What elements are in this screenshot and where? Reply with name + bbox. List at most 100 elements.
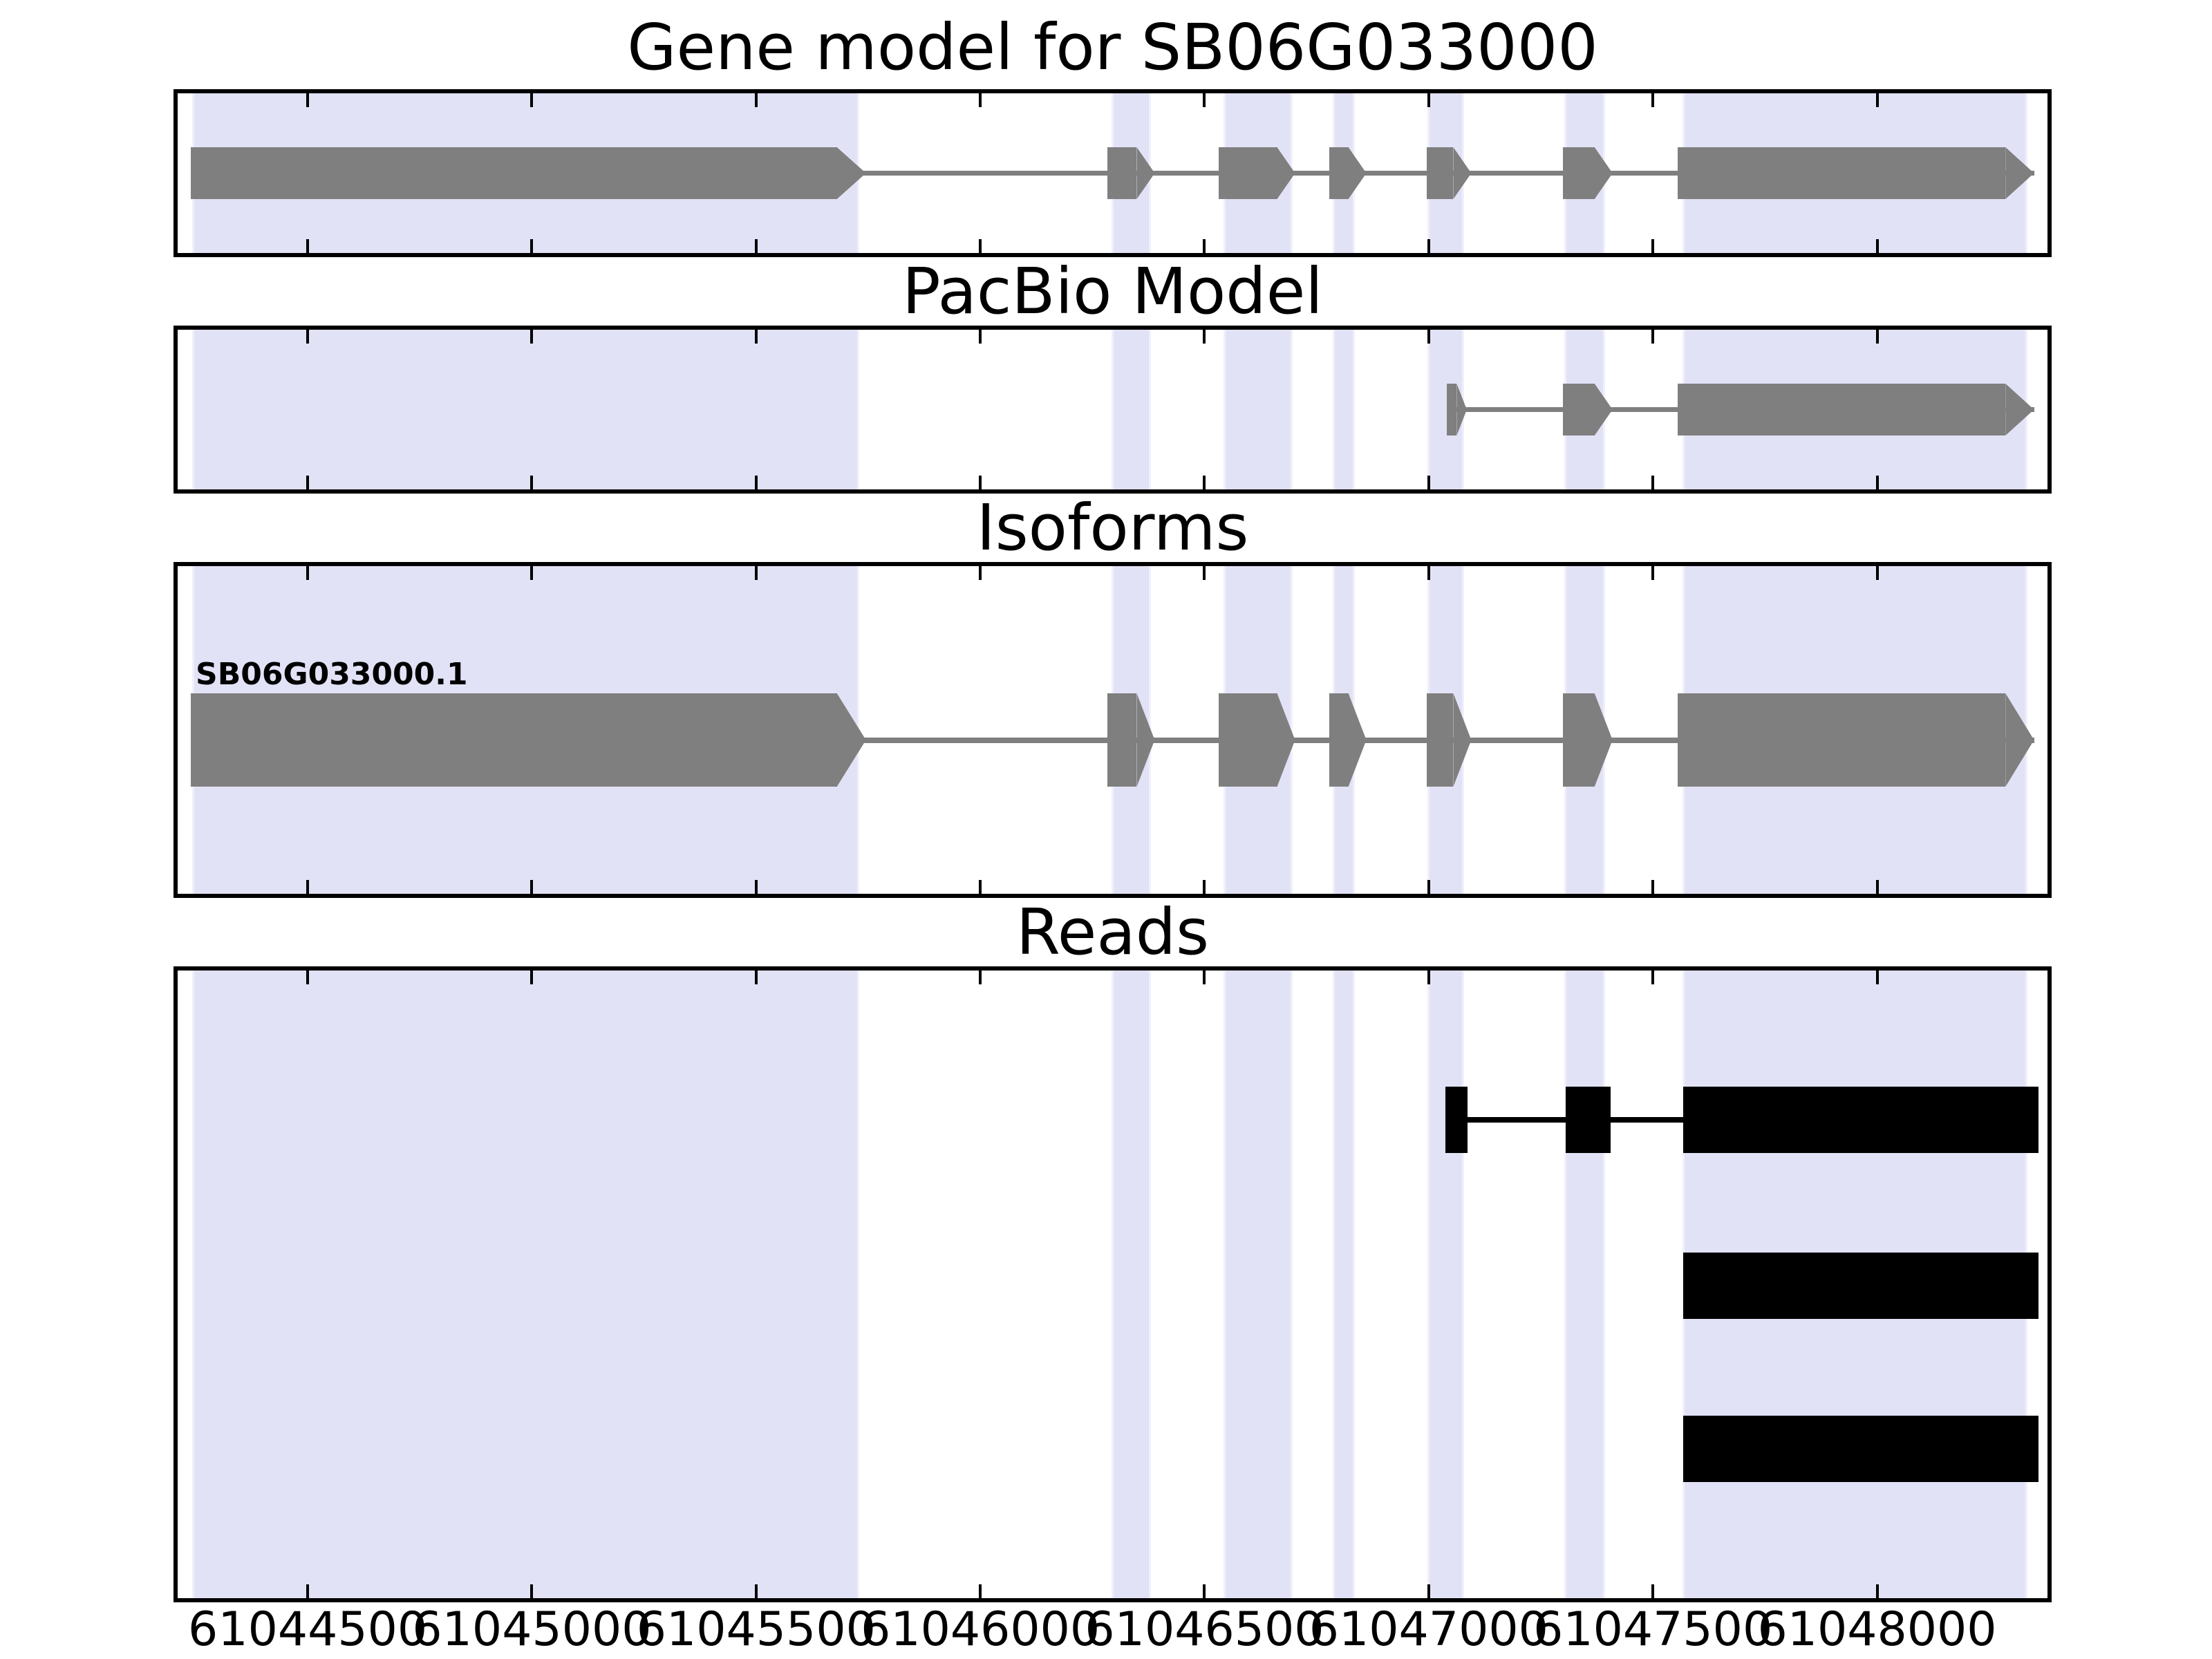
axis-tick-top [530,330,534,344]
axis-tick-bottom [530,880,534,894]
x-tick-label: 61047500 [1533,1602,1773,1657]
panel-gene-model [174,89,2052,257]
panel-isoforms: SB06G033000.1 [174,562,2052,898]
axis-tick-top [1203,330,1206,344]
exon-body [1446,384,1457,435]
transcript-label: SB06G033000.1 [196,657,468,692]
highlight-band [1333,330,1356,489]
axis-tick-top [530,566,534,580]
exon-body [1329,693,1349,787]
axis-tick-bottom [1203,476,1206,489]
axis-tick-top [530,971,534,984]
panel-reads [174,966,2052,1602]
axis-tick-bottom [1651,239,1655,253]
axis-tick-top [306,93,310,107]
axis-tick-top [979,971,982,984]
axis-tick-bottom [306,239,310,253]
axis-tick-bottom [1875,1584,1879,1598]
axis-tick-bottom [1203,880,1206,894]
exon-body [1426,693,1454,787]
x-tick-label: 61047000 [1309,1602,1548,1657]
exon-body [1219,147,1277,199]
axis-tick-bottom [530,239,534,253]
read-segment [1566,1087,1611,1153]
axis-tick-bottom [306,1584,310,1598]
axis-tick-bottom [1203,239,1206,253]
axis-tick-top [1203,566,1206,580]
axis-tick-top [1875,566,1879,580]
highlight-band [1112,971,1152,1598]
axis-tick-bottom [754,476,758,489]
axis-tick-top [754,330,758,344]
exon-body [1677,147,2006,199]
x-tick-label: 61048000 [1757,1602,1997,1657]
highlight-band [1427,971,1465,1598]
panel-pacbio-model [174,326,2052,494]
axis-tick-top [1651,566,1655,580]
exon-body [1563,147,1595,199]
panel-title-reads: Reads [1015,895,1210,969]
axis-tick-bottom [530,476,534,489]
exon-tip [1348,693,1367,787]
axis-tick-top [979,330,982,344]
read-segment [1683,1416,2039,1482]
axis-tick-top [1203,971,1206,984]
axis-tick-top [1875,93,1879,107]
axis-tick-top [1427,93,1430,107]
axis-tick-bottom [530,1584,534,1598]
axis-tick-top [754,971,758,984]
x-axis-tick-labels: 61044500 61045000 61045500 61046000 61046500… [178,1605,2047,1659]
axis-tick-top [306,971,310,984]
axis-tick-top [530,93,534,107]
exon-body [1219,693,1277,787]
axis-tick-bottom [754,1584,758,1598]
axis-tick-top [1651,971,1655,984]
axis-tick-top [1427,330,1430,344]
x-tick-label: 61046000 [861,1602,1100,1657]
axis-tick-bottom [1651,1584,1655,1598]
exon-body [1426,147,1454,199]
axis-tick-bottom [1875,880,1879,894]
x-tick-label: 61044500 [188,1602,428,1657]
axis-tick-bottom [979,1584,982,1598]
exon-body [191,693,837,787]
axis-tick-bottom [1875,239,1879,253]
highlight-band [1224,971,1293,1598]
axis-tick-top [979,93,982,107]
axis-tick-top [979,566,982,580]
axis-tick-bottom [1875,476,1879,489]
axis-tick-bottom [1427,476,1430,489]
exon-body [1677,693,2006,787]
read-segment [1445,1087,1468,1153]
highlight-band [191,971,859,1598]
axis-tick-top [306,330,310,344]
panel-title-gene-model: Gene model for SB06G033000 [627,10,1598,84]
panel-title-pacbio-model: PacBio Model [902,254,1323,328]
axis-tick-top [1427,971,1430,984]
panel-title-isoforms: Isoforms [976,491,1249,565]
highlight-band [191,330,859,489]
highlight-band [1112,330,1152,489]
axis-tick-bottom [1203,1584,1206,1598]
x-tick-label: 61045000 [412,1602,652,1657]
exon-body [1677,384,2006,435]
axis-tick-top [754,566,758,580]
axis-tick-top [1651,330,1655,344]
axis-tick-bottom [1427,880,1430,894]
axis-tick-bottom [306,476,310,489]
axis-tick-top [1651,93,1655,107]
axis-tick-top [1203,93,1206,107]
exon-body [191,147,837,199]
exon-body [1563,384,1595,435]
x-tick-label: 61045500 [636,1602,876,1657]
read-segment [1683,1253,2039,1319]
axis-tick-top [754,93,758,107]
axis-tick-bottom [979,476,982,489]
highlight-band [1224,330,1293,489]
axis-tick-bottom [306,880,310,894]
exon-tip [1348,147,1367,199]
axis-tick-bottom [979,880,982,894]
axis-tick-top [1875,330,1879,344]
axis-tick-top [1875,971,1879,984]
exon-body [1563,693,1595,787]
